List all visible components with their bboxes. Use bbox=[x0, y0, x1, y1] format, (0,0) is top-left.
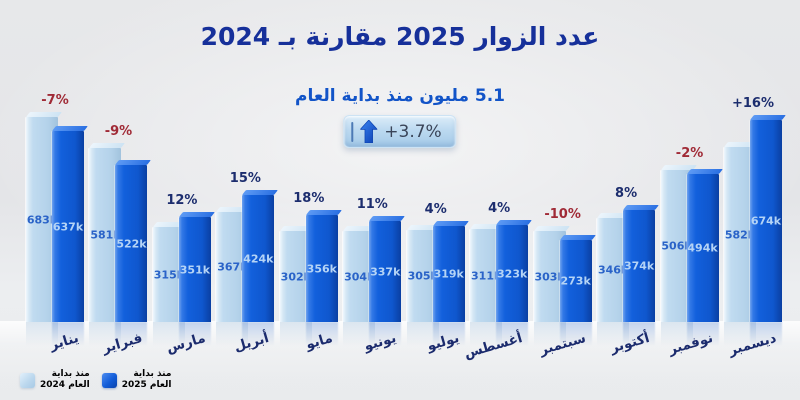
bar-group: 11% 304k 337k يونيو bbox=[343, 90, 406, 354]
bar-2024-value: 346k bbox=[597, 263, 629, 277]
change-label: -10% bbox=[544, 207, 581, 222]
badge-accent-line bbox=[351, 121, 354, 142]
bar-2025: 351k bbox=[178, 212, 215, 322]
legend-label-2024-line1: منذ بداية bbox=[51, 368, 90, 379]
bar-2025: 424k bbox=[242, 190, 279, 322]
bar-2024-value: 303k bbox=[534, 270, 565, 283]
legend-label-2025-line2: العام 2025 bbox=[121, 380, 172, 391]
arrow-up-icon bbox=[360, 120, 378, 143]
bar-2025: 637k bbox=[52, 126, 88, 322]
bar-group: +16% 582k 674k ديسمبر bbox=[723, 90, 786, 359]
bar-group: -10% 303k 273k سبتمبر bbox=[533, 90, 596, 358]
bar-2025: 337k bbox=[369, 216, 406, 322]
bar-2025: 356k bbox=[305, 210, 342, 322]
total-visitors-subtitle: 5.1 مليون منذ بداية العام bbox=[294, 86, 506, 106]
bar-2024-top-face bbox=[89, 143, 126, 148]
bar-2025-top-face bbox=[115, 160, 152, 165]
bar-2024-value: 683k bbox=[26, 213, 58, 226]
legend-item-2025: منذ بداية العام 2025 bbox=[101, 369, 172, 392]
change-label: 11% bbox=[356, 197, 388, 212]
bar-2024-value: 302k bbox=[280, 270, 311, 283]
change-label: 12% bbox=[166, 193, 198, 208]
bar-2025-value: 674k bbox=[750, 214, 782, 228]
bar-group: 4% 311k 323k أغسطس bbox=[463, 90, 533, 362]
bar-chart: -7% 683k 637k يناير -9% 581k 522k فبراير 12% 315k… bbox=[26, 90, 786, 362]
legend-label-2025: منذ بداية العام 2025 bbox=[122, 369, 172, 392]
change-label: +16% bbox=[731, 96, 774, 111]
change-label: 8% bbox=[615, 186, 638, 201]
bar-2024-value: 304k bbox=[344, 270, 375, 283]
bar-2025: 674k bbox=[749, 115, 786, 322]
legend-label-2024-line2: العام 2024 bbox=[40, 380, 90, 391]
bar-2024-value: 506k bbox=[661, 239, 692, 253]
bar-2025-top-face bbox=[749, 115, 786, 120]
bar-2024-top-face bbox=[26, 112, 62, 117]
change-label: -2% bbox=[675, 146, 704, 161]
change-label: -9% bbox=[104, 124, 133, 139]
bar-2025: 273k bbox=[559, 235, 596, 322]
bar-2025-value: 356k bbox=[306, 262, 337, 275]
bar-group: 8% 346k 374k أكتوبر bbox=[597, 90, 659, 356]
bar-group: 18% 302k 356k مايو bbox=[279, 90, 342, 353]
bar-2025-value: 323k bbox=[497, 267, 528, 280]
bar-2025-top-face bbox=[623, 205, 659, 210]
bar-2025-top-face bbox=[432, 221, 469, 226]
glossy-floor bbox=[0, 321, 800, 400]
legend-item-2024: منذ بداية العام 2024 bbox=[20, 369, 90, 392]
bar-group: -2% 506k 494k نوفمبر bbox=[660, 90, 723, 358]
bar-2025-value: 494k bbox=[687, 241, 718, 255]
change-label: 18% bbox=[293, 191, 325, 206]
bar-2024-value: 311k bbox=[471, 269, 502, 282]
bar-2024-value: 305k bbox=[407, 269, 438, 283]
legend-swatch-2024 bbox=[20, 372, 35, 388]
legend-label-2024: منذ بداية العام 2024 bbox=[40, 369, 90, 392]
bar-group: 12% 315k 351k مارس bbox=[152, 90, 215, 356]
bar-group: -7% 683k 637k يناير bbox=[26, 90, 88, 353]
bar-2025-value: 319k bbox=[433, 267, 464, 281]
bar-2025-top-face bbox=[686, 169, 723, 174]
bar-2025: 522k bbox=[115, 160, 152, 322]
bar-group: 15% 367k 424k أبريل bbox=[216, 90, 279, 355]
bar-2025-value: 637k bbox=[52, 220, 84, 233]
bar-2024-value: 581k bbox=[90, 228, 121, 242]
bar-2025-value: 424k bbox=[243, 252, 274, 265]
legend-swatch-2025 bbox=[101, 372, 117, 388]
bar-2025: 323k bbox=[496, 220, 533, 322]
bar-group: -9% 581k 522k فبراير bbox=[89, 90, 152, 357]
growth-badge-value: +3.7% bbox=[384, 121, 442, 142]
bar-2025-top-face bbox=[178, 212, 215, 217]
change-label: 4% bbox=[488, 201, 511, 216]
legend-label-2025-line1: منذ بداية bbox=[133, 368, 172, 379]
bar-2025-value: 273k bbox=[560, 274, 591, 288]
change-label: -7% bbox=[41, 93, 69, 108]
bar-group: 4% 305k 319k يوليو bbox=[406, 90, 469, 354]
change-label: 4% bbox=[424, 202, 447, 217]
bar-2024-value: 582k bbox=[724, 228, 756, 241]
bar-2024-value: 315k bbox=[153, 268, 185, 281]
legend: منذ بداية العام 2024 منذ بداية العام 202… bbox=[20, 369, 171, 392]
bar-2025-value: 351k bbox=[179, 263, 211, 276]
bar-2025-top-face bbox=[559, 235, 596, 240]
page-title: عدد الزوار 2025 مقارنة بـ 2024 bbox=[200, 22, 600, 51]
bar-2025-value: 522k bbox=[116, 237, 147, 250]
bar-2025-value: 374k bbox=[623, 259, 655, 273]
bar-2025: 374k bbox=[623, 205, 659, 322]
bar-2025: 319k bbox=[432, 221, 469, 322]
bar-2025-value: 337k bbox=[370, 265, 401, 278]
change-label: 15% bbox=[229, 171, 261, 186]
growth-badge: +3.7% bbox=[343, 115, 457, 148]
bar-2024-value: 367k bbox=[217, 260, 248, 274]
bar-2024-top-face bbox=[533, 226, 570, 231]
bar-2025: 494k bbox=[686, 169, 723, 322]
